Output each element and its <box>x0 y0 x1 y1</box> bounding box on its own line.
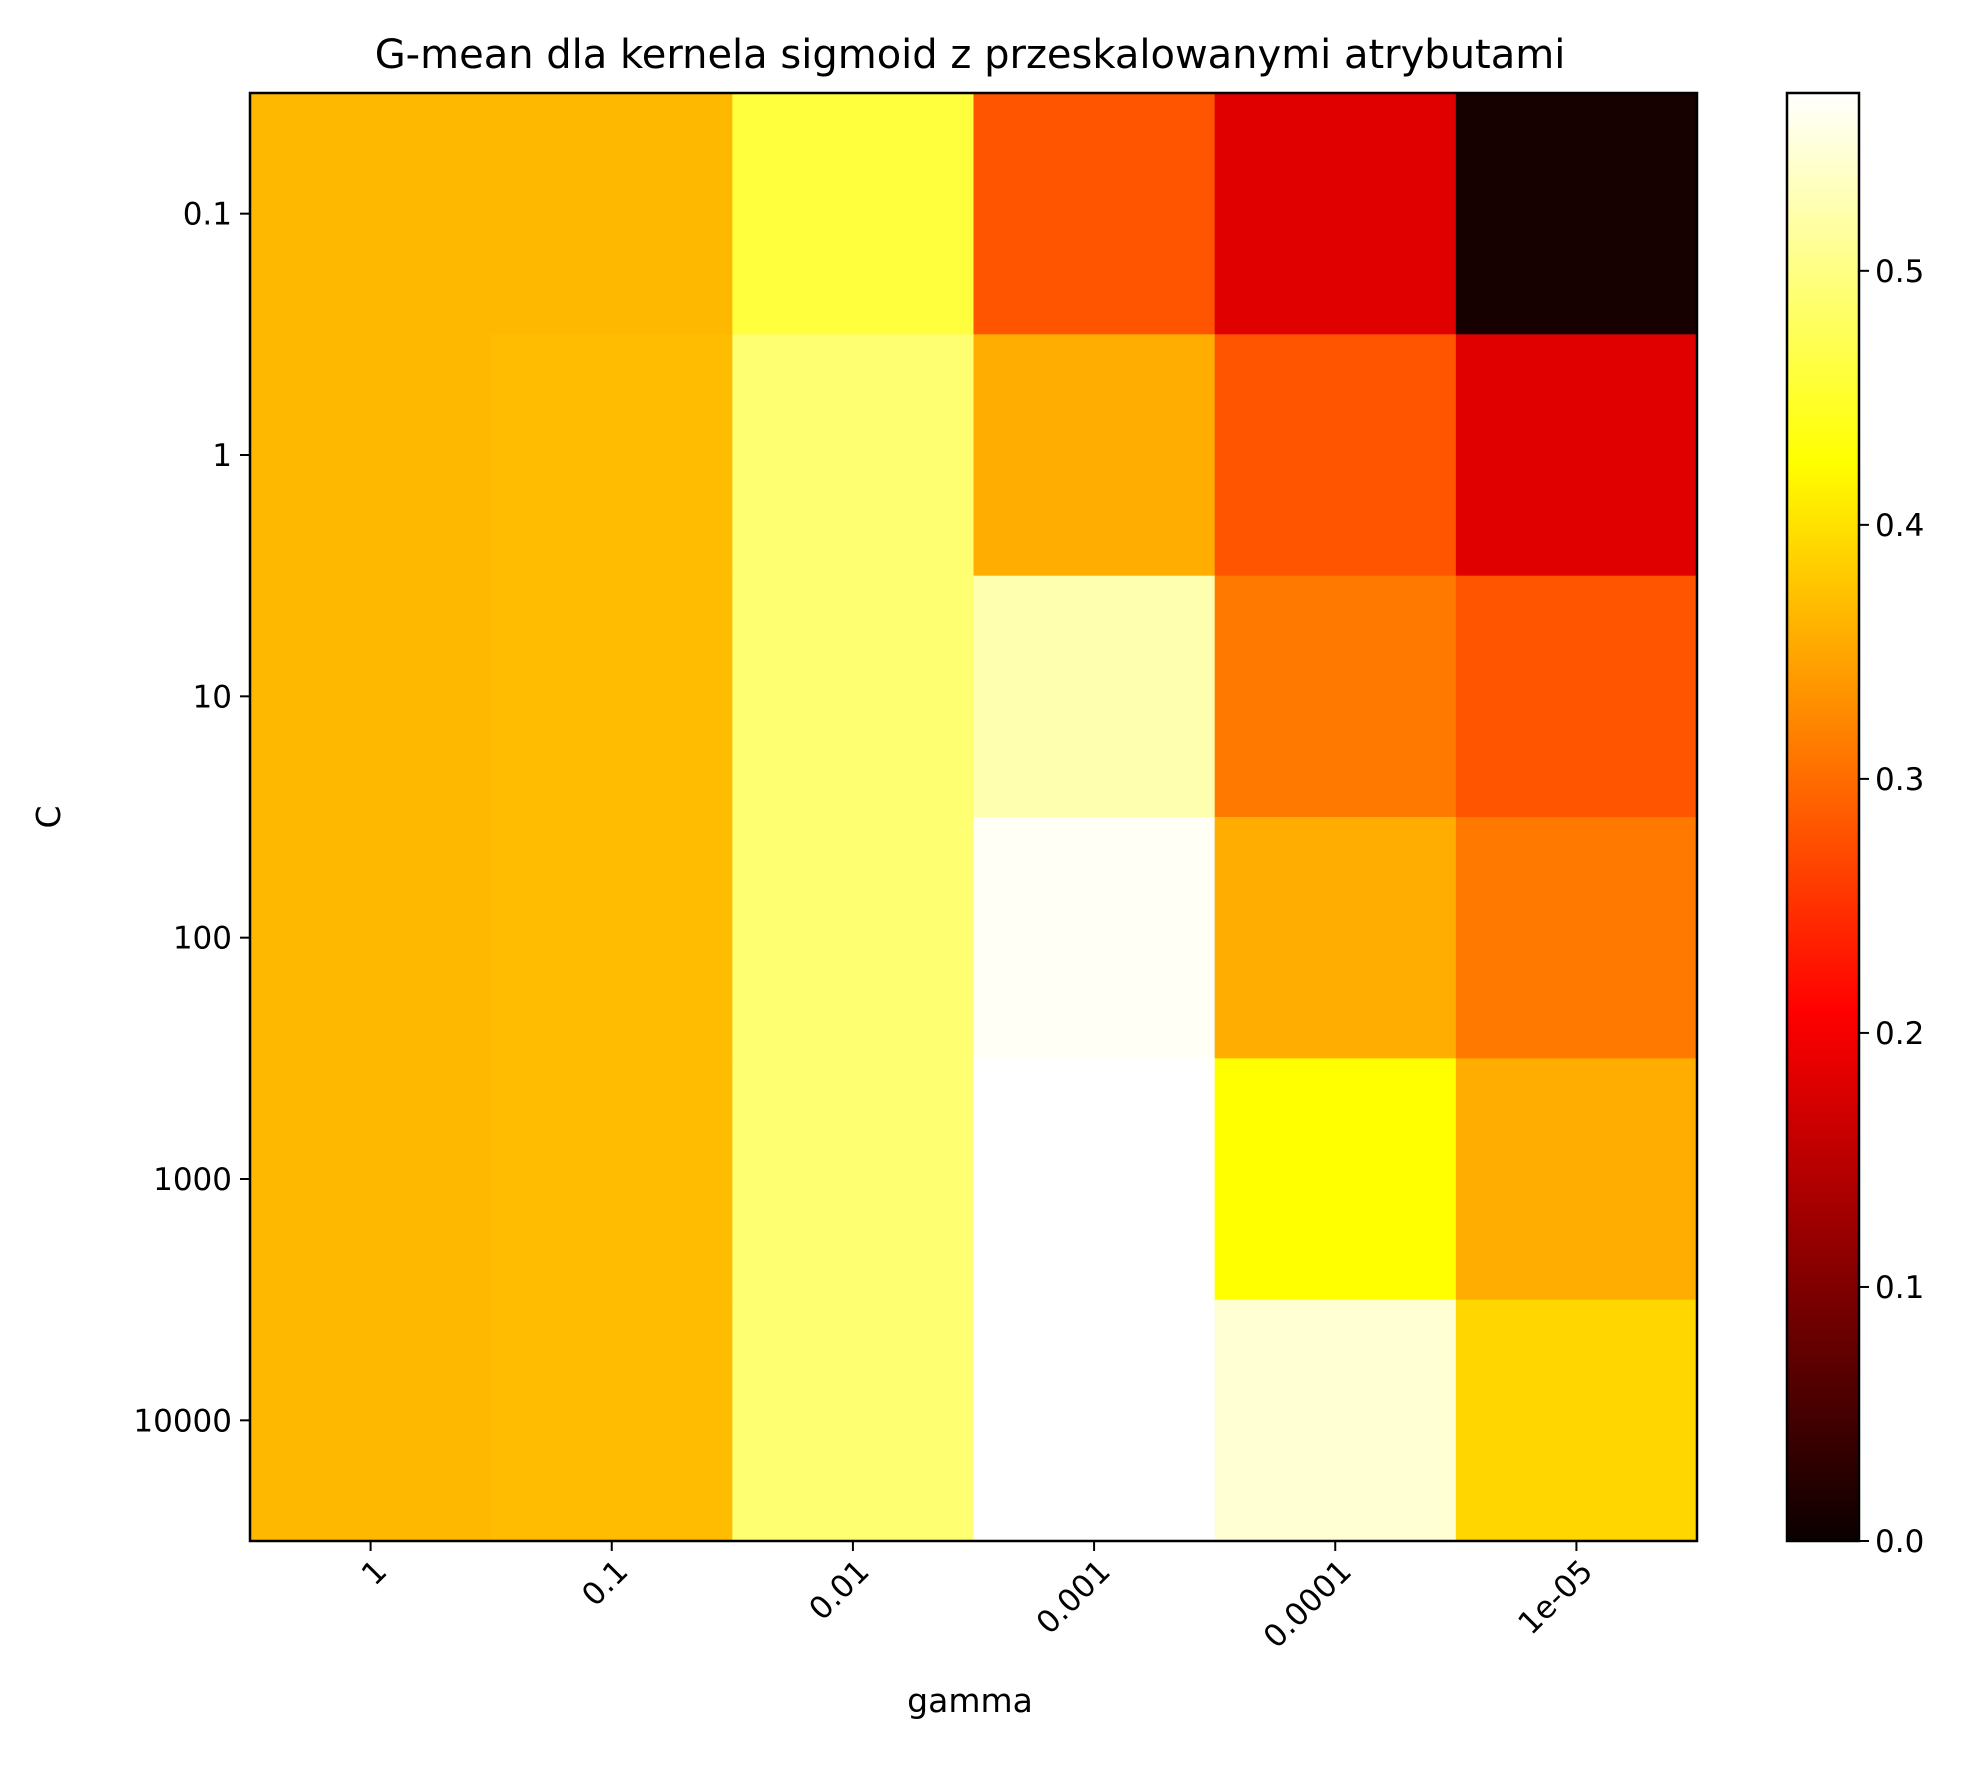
heatmap-cell <box>1214 575 1457 818</box>
heatmap-cell <box>973 1058 1216 1301</box>
heatmap-cell <box>491 334 733 577</box>
heatmap-cell <box>491 1299 733 1542</box>
x-tick-label: 0.0001 <box>1257 1553 1359 1655</box>
colorbar-tick-label: 0.4 <box>1875 508 1924 544</box>
heatmap-cell <box>491 1058 733 1301</box>
heatmap-cell <box>973 817 1216 1059</box>
x-tick-label: 0.01 <box>802 1553 876 1627</box>
heatmap-cell <box>1214 1058 1457 1301</box>
colorbar-tick-label: 0.5 <box>1875 254 1924 290</box>
heatmap-cell <box>973 334 1216 577</box>
y-tick-label: 0.1 <box>183 197 232 233</box>
x-tick-label: 1 <box>355 1553 394 1592</box>
colorbar-tick-label: 0.2 <box>1875 1016 1924 1052</box>
x-tick-label: 1e-05 <box>1511 1553 1600 1642</box>
y-axis-label: C <box>29 805 68 828</box>
x-tick-label: 0.001 <box>1030 1553 1118 1641</box>
heatmap-cell <box>1214 93 1457 335</box>
colorbar-tick-label: 0.0 <box>1875 1524 1924 1560</box>
heatmap-cells <box>250 93 1698 1542</box>
y-tick-label: 10 <box>193 679 232 715</box>
heatmap-cell <box>732 93 975 335</box>
colorbar-ticks: 0.0 0.1 0.2 0.3 0.4 0.5 <box>1859 254 1924 1560</box>
colorbar-tick-label: 0.3 <box>1875 762 1924 798</box>
heatmap-cell <box>973 1299 1216 1542</box>
heatmap-cell <box>1455 817 1698 1059</box>
heatmap-cell <box>1214 817 1457 1059</box>
y-tick-label: 10000 <box>133 1403 232 1439</box>
heatmap-cell <box>250 1299 492 1542</box>
y-axis: 0.1 1 10 100 1000 10000 <box>133 197 250 1439</box>
x-tick-label: 0.1 <box>575 1553 635 1613</box>
y-tick-label: 100 <box>173 921 232 957</box>
heatmap-cell <box>1455 575 1698 818</box>
heatmap-cell <box>491 817 733 1059</box>
heatmap-cell <box>973 93 1216 335</box>
heatmap-cell <box>1214 334 1457 577</box>
x-axis: 1 0.1 0.01 0.001 0.0001 1e-05 <box>355 1541 1600 1655</box>
chart-title: G-mean dla kernela sigmoid z przeskalowa… <box>375 32 1566 78</box>
heatmap-cell <box>1214 1299 1457 1542</box>
heatmap-cell <box>732 334 975 577</box>
heatmap-cell <box>1455 1299 1698 1542</box>
heatmap-cell <box>732 1299 975 1542</box>
heatmap-cell <box>1455 334 1698 577</box>
heatmap-cell <box>250 817 492 1059</box>
heatmap-cell <box>1455 1058 1698 1301</box>
heatmap-cell <box>732 575 975 818</box>
x-axis-label: gamma <box>907 1681 1033 1720</box>
heatmap-cell <box>491 575 733 818</box>
heatmap-cell <box>250 575 492 818</box>
heatmap-cell <box>732 817 975 1059</box>
y-tick-label: 1 <box>212 438 232 474</box>
heatmap-cell <box>973 575 1216 818</box>
colorbar-tick-label: 0.1 <box>1875 1270 1924 1306</box>
heatmap-cell <box>1455 93 1698 335</box>
heatmap-cell <box>250 334 492 577</box>
heatmap-cell <box>250 93 492 335</box>
colorbar <box>1785 91 1861 1543</box>
y-tick-label: 1000 <box>153 1162 232 1198</box>
heatmap-cell <box>250 1058 492 1301</box>
heatmap-cell <box>732 1058 975 1301</box>
plot-frame <box>248 91 1699 1543</box>
heatmap-cell <box>491 93 733 335</box>
